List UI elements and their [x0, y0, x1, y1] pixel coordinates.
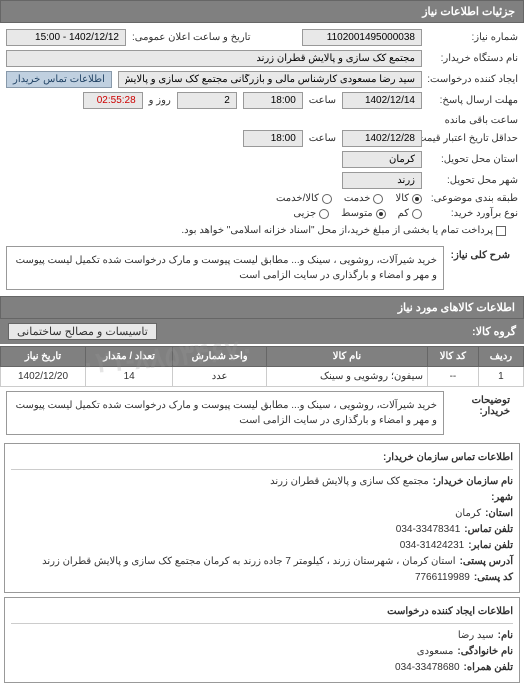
province-label: استان: [485, 506, 513, 522]
brand-radio-group: کم متوسط جزیی [293, 208, 422, 219]
delivery-city-input[interactable] [342, 172, 422, 189]
table-row: 1 -- سیفون؛ روشویی و سینک عدد 14 1402/12… [1, 367, 524, 387]
goods-group-value: تاسیسات و مصالح ساختمانی [8, 323, 157, 340]
radio-goods[interactable]: کالا [395, 193, 422, 204]
radio-partial-label: جزیی [293, 208, 316, 219]
postal-label: کد پستی: [474, 570, 513, 586]
td-code: -- [428, 367, 479, 387]
days-value-input[interactable] [177, 92, 237, 109]
datetime-input[interactable] [6, 29, 126, 46]
remaining-label: ساعت باقی مانده [445, 115, 518, 126]
req-family-value: مسعودی [417, 644, 454, 660]
th-code: کد کالا [428, 347, 479, 367]
deadline-time-input[interactable] [243, 92, 303, 109]
radio-service-circle [373, 194, 383, 204]
radio-partial-circle [319, 209, 329, 219]
th-unit: واحد شمارش [173, 347, 267, 367]
org-value: مجتمع کک سازی و پالایش قطران زرند [270, 474, 429, 490]
credit-date-input[interactable] [342, 130, 422, 147]
requestor-contact-section: اطلاعات ایجاد کننده درخواست نام: سید رضا… [4, 597, 520, 683]
td-name: سیفون؛ روشویی و سینک [266, 367, 427, 387]
radio-small-circle [412, 209, 422, 219]
req-mobile-label: تلفن همراه: [464, 660, 513, 676]
goods-group-bar: گروه کالا: تاسیسات و مصالح ساختمانی [0, 319, 524, 344]
org-label: نام سازمان خریدار: [433, 474, 513, 490]
main-header: جزئیات اطلاعات نیاز [0, 0, 524, 23]
payment-checkbox [496, 226, 506, 236]
fax-value: 034-31424231 [400, 538, 465, 554]
need-number-input[interactable] [302, 29, 422, 46]
delivery-province-input[interactable] [342, 151, 422, 168]
address-label: آدرس پستی: [460, 554, 513, 570]
org-contact-header: اطلاعات تماس سازمان خریدار: [11, 450, 513, 470]
credit-time-input[interactable] [243, 130, 303, 147]
req-mobile-value: 034-33478680 [395, 660, 460, 676]
city-label: شهر: [491, 490, 513, 506]
td-qty: 14 [86, 367, 173, 387]
address-value: استان کرمان ، شهرستان زرند ، کیلومتر 7 ج… [42, 554, 455, 570]
contact-buyer-button[interactable]: اطلاعات تماس خریدار [6, 71, 112, 88]
payment-checkbox-item[interactable]: پرداخت تمام یا بخشی از مبلغ خرید،از محل … [181, 225, 506, 236]
general-desc-box: خرید شیرآلات، روشویی ، سینک و... مطابق ل… [6, 246, 444, 290]
req-family-label: نام خانوادگی: [457, 644, 513, 660]
fax-label: تلفن نمابر: [468, 538, 513, 554]
credit-deadline-label: حداقل تاریخ اعتبار قیمت: تا تاریخ: [428, 133, 518, 144]
postal-value: 7766119989 [415, 570, 470, 586]
th-date: تاریخ نیاز [1, 347, 86, 367]
radio-small[interactable]: کم [398, 208, 422, 219]
remaining-time-input[interactable] [83, 92, 143, 109]
td-unit: عدد [173, 367, 267, 387]
goods-group-label: گروه کالا: [472, 325, 516, 338]
buyer-notes-label: توضیحات خریدار: [450, 395, 510, 417]
category-label: طبقه بندی موضوعی: [428, 193, 518, 204]
phone-value: 034-33478341 [396, 522, 461, 538]
creator-label: ایجاد کننده درخواست: [428, 74, 518, 85]
radio-small-label: کم [398, 208, 409, 219]
delivery-city-label: شهر محل تحویل: [428, 175, 518, 186]
phone-label: تلفن تماس: [464, 522, 513, 538]
requester-name-input[interactable] [6, 50, 422, 67]
general-desc-label: شرح کلی نیاز: [450, 250, 510, 261]
form-area: شماره نیاز: تاریخ و ساعت اعلان عمومی: نا… [0, 23, 524, 246]
goods-section-header: اطلاعات کالاهای مورد نیاز [0, 296, 524, 319]
datetime-label: تاریخ و ساعت اعلان عمومی: [132, 32, 251, 43]
radio-service[interactable]: خدمت [344, 193, 384, 204]
delivery-province-label: استان محل تحویل: [428, 154, 518, 165]
th-row: ردیف [478, 347, 523, 367]
requester-name-label: نام دستگاه خریدار: [428, 53, 518, 64]
goods-table: ردیف کد کالا نام کالا واحد شمارش تعداد /… [0, 346, 524, 387]
radio-goods-circle [412, 194, 422, 204]
radio-service-label: خدمت [344, 193, 371, 204]
category-radio-group: کالا خدمت کالا/خدمت [276, 193, 422, 204]
td-date: 1402/12/20 [1, 367, 86, 387]
radio-medium[interactable]: متوسط [341, 208, 385, 219]
days-label: روز و [149, 95, 171, 106]
deadline-date-input[interactable] [342, 92, 422, 109]
td-row: 1 [478, 367, 523, 387]
response-deadline-label: مهلت ارسال پاسخ: [428, 95, 518, 106]
req-name-value: سید رضا [458, 628, 494, 644]
payment-note: پرداخت تمام یا بخشی از مبلغ خرید،از محل … [181, 225, 493, 236]
radio-medium-label: متوسط [341, 208, 372, 219]
radio-goods-label: کالا [395, 193, 409, 204]
radio-both-label: کالا/خدمت [276, 193, 319, 204]
th-name: نام کالا [266, 347, 427, 367]
need-number-label: شماره نیاز: [428, 32, 518, 43]
creator-input[interactable] [118, 71, 422, 88]
time-label-2: ساعت [309, 133, 336, 144]
requestor-contact-header: اطلاعات ایجاد کننده درخواست [11, 604, 513, 624]
province-value: کرمان [455, 506, 481, 522]
org-contact-section: اطلاعات تماس سازمان خریدار: نام سازمان خ… [4, 443, 520, 593]
radio-partial[interactable]: جزیی [293, 208, 329, 219]
th-qty: تعداد / مقدار [86, 347, 173, 367]
radio-both-circle [322, 194, 332, 204]
brand-type-label: نوع برآورد خرید: [428, 208, 518, 219]
time-label-1: ساعت [309, 95, 336, 106]
req-name-label: نام: [498, 628, 513, 644]
radio-both[interactable]: کالا/خدمت [276, 193, 332, 204]
radio-medium-circle [376, 209, 386, 219]
buyer-notes-box: خرید شیرآلات، روشویی ، سینک و... مطابق ل… [6, 391, 444, 435]
